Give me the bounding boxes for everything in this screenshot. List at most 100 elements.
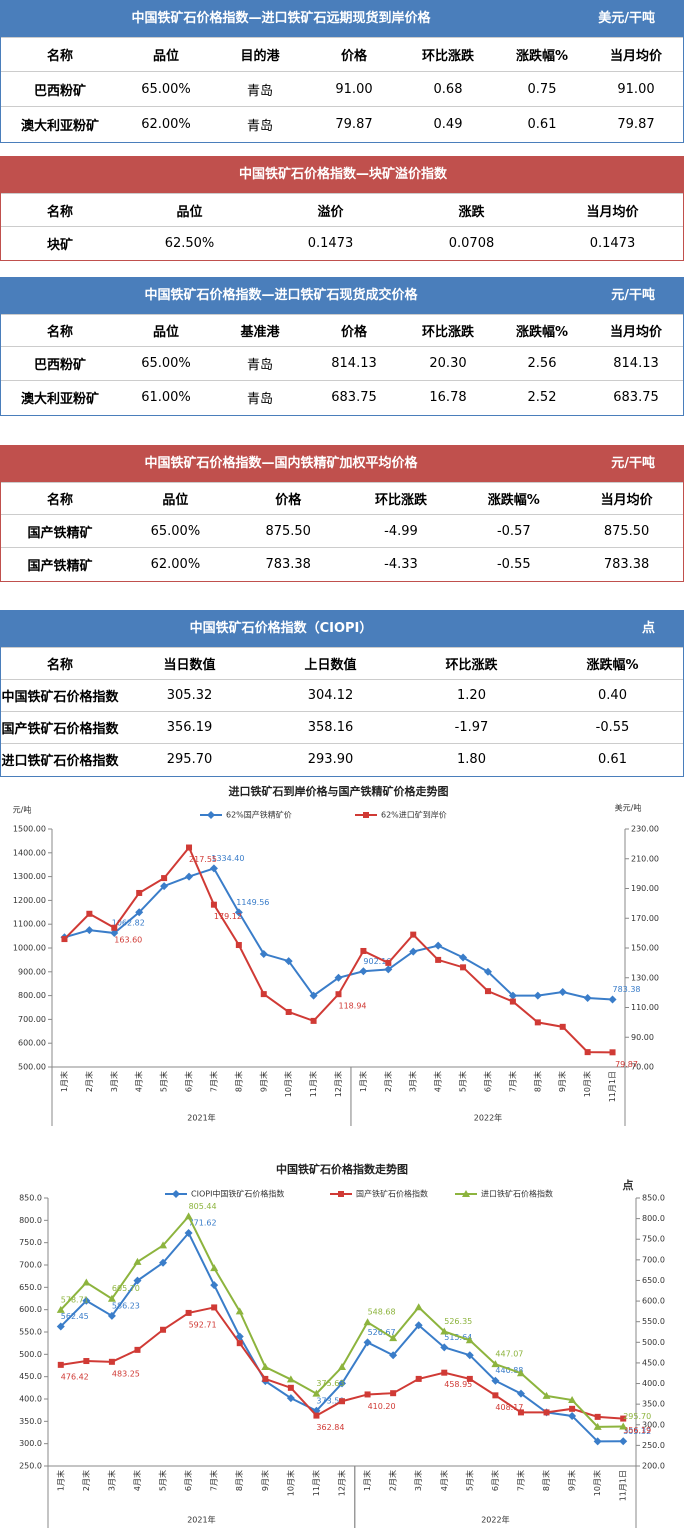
data-label: 118.94: [339, 1002, 367, 1011]
point-marker: [133, 1257, 142, 1265]
point-marker: [559, 1023, 566, 1030]
cell: 305.32: [119, 679, 260, 712]
cell: 62.00%: [119, 547, 232, 581]
header-row: 名称 当日数值 上日数值 环比涨跌 涨跌幅%: [1, 647, 683, 680]
point-marker: [235, 1332, 244, 1341]
point-marker: [135, 908, 144, 917]
data-label: 586.23: [112, 1301, 140, 1310]
cell: 683.75: [589, 380, 683, 415]
column-header: 上日数值: [260, 647, 401, 680]
point-marker: [415, 1375, 422, 1382]
point-marker: [210, 901, 217, 908]
x-tick-label: 6月末: [482, 1071, 492, 1092]
x-tick-label: 3月末: [109, 1071, 119, 1092]
point-marker: [534, 1019, 541, 1026]
cell: 91.00: [589, 71, 683, 107]
point-marker: [462, 1190, 470, 1197]
point-marker: [414, 1303, 423, 1311]
point-marker: [107, 1311, 116, 1320]
x-tick-label: 4月末: [134, 1071, 144, 1092]
point-marker: [414, 1321, 423, 1330]
x-tick-label: 6月末: [184, 1071, 194, 1092]
x-tick-label: 8月末: [234, 1470, 244, 1491]
x-tick-label: 11月1日: [608, 1071, 617, 1102]
data-label: 362.84: [316, 1423, 344, 1432]
data-row: 中国铁矿石价格指数 305.32 304.12 1.20 0.40: [1, 679, 683, 712]
x-tick-label: 7月末: [515, 1470, 525, 1491]
data-label: 440.88: [495, 1366, 523, 1375]
table-grid: 名称 品位 基准港 价格 环比涨跌 涨跌幅% 当月均价 巴西粉矿 65.00% 青岛 814.13 2…: [1, 314, 683, 415]
x-tick-label: 3月末: [413, 1470, 423, 1491]
x-tick-label: 7月末: [208, 1071, 218, 1092]
y-tick-label: 1400.00: [13, 848, 46, 857]
point-marker: [385, 959, 392, 966]
point-marker: [338, 1191, 344, 1197]
column-header: 名称: [1, 37, 119, 72]
column-header: 品位: [119, 314, 213, 347]
y-tick-label: 700.00: [18, 1015, 46, 1024]
data-label: 771.62: [189, 1219, 217, 1228]
x-tick-label: 8月末: [233, 1071, 243, 1092]
y2-axis-label: 点: [623, 1178, 634, 1192]
cell: 2.56: [495, 346, 589, 381]
x-tick-label: 3月末: [408, 1071, 418, 1092]
legend-label: CIOPI中国铁矿石价格指数: [191, 1189, 284, 1199]
column-header: 溢价: [260, 193, 401, 227]
y2-tick-label: 400.0: [642, 1379, 665, 1388]
point-marker: [440, 1327, 449, 1335]
cell: 青岛: [213, 106, 307, 142]
column-header: 价格: [231, 482, 345, 515]
y-tick-label: 350.0: [19, 1417, 42, 1426]
data-label: 605.70: [112, 1284, 140, 1293]
column-header: 基准港: [213, 314, 307, 347]
y2-tick-label: 300.0: [642, 1420, 665, 1429]
column-header: 当月均价: [570, 482, 683, 515]
column-header: 环比涨跌: [344, 482, 458, 515]
point-marker: [310, 1017, 317, 1024]
point-marker: [459, 953, 468, 962]
column-header: 涨跌幅%: [495, 37, 589, 72]
cell: 0.61: [542, 743, 683, 776]
x-tick-label: 12月末: [337, 1470, 347, 1496]
point-marker: [285, 1008, 292, 1015]
point-marker: [184, 1229, 193, 1238]
point-marker: [608, 995, 617, 1004]
data-label: 526.35: [444, 1317, 472, 1326]
point-marker: [594, 1413, 601, 1420]
point-marker: [284, 957, 293, 966]
point-marker: [134, 1346, 141, 1353]
y-tick-label: 550.0: [19, 1328, 42, 1337]
y-tick-label: 750.0: [19, 1238, 42, 1247]
x-tick-label: 8月末: [541, 1470, 551, 1491]
y2-tick-label: 800.0: [642, 1214, 665, 1223]
point-marker: [234, 908, 243, 917]
data-label: 483.25: [112, 1369, 140, 1378]
x-tick-label: 9月末: [557, 1071, 567, 1092]
point-marker: [568, 1411, 577, 1420]
point-marker: [86, 910, 93, 917]
data-row: 国产铁矿石价格指数 356.19 358.16 -1.97 -0.55: [1, 711, 683, 744]
data-label: 217.55: [189, 855, 217, 864]
data-label: 548.68: [368, 1308, 396, 1317]
data-row: 澳大利亚粉矿 61.00% 青岛 683.75 16.78 2.52 683.75: [1, 380, 683, 415]
table-title-bar: 中国铁矿石价格指数（CIOPI） 点: [1, 611, 683, 647]
table-unit: 元/干吨: [611, 456, 655, 471]
table-grid: 名称 当日数值 上日数值 环比涨跌 涨跌幅% 中国铁矿石价格指数 305.32 304.12 1…: [1, 647, 683, 776]
y2-tick-label: 500.0: [642, 1338, 665, 1347]
series-line: [60, 1214, 624, 1428]
point-marker: [593, 1422, 602, 1430]
cell: 国产铁精矿: [1, 514, 119, 548]
cell: 0.40: [542, 679, 683, 712]
y-tick-label: 250.0: [19, 1462, 42, 1471]
y2-tick-label: 170.00: [631, 914, 659, 923]
point-marker: [260, 991, 267, 998]
legend-label: 62%国产铁精矿价: [226, 810, 292, 820]
point-marker: [460, 964, 467, 971]
point-marker: [312, 1389, 321, 1397]
x-tick-label: 5月末: [158, 1470, 168, 1491]
data-label: 179.12: [214, 912, 242, 921]
column-header: 当月均价: [542, 193, 683, 227]
cell: 0.68: [401, 71, 495, 107]
